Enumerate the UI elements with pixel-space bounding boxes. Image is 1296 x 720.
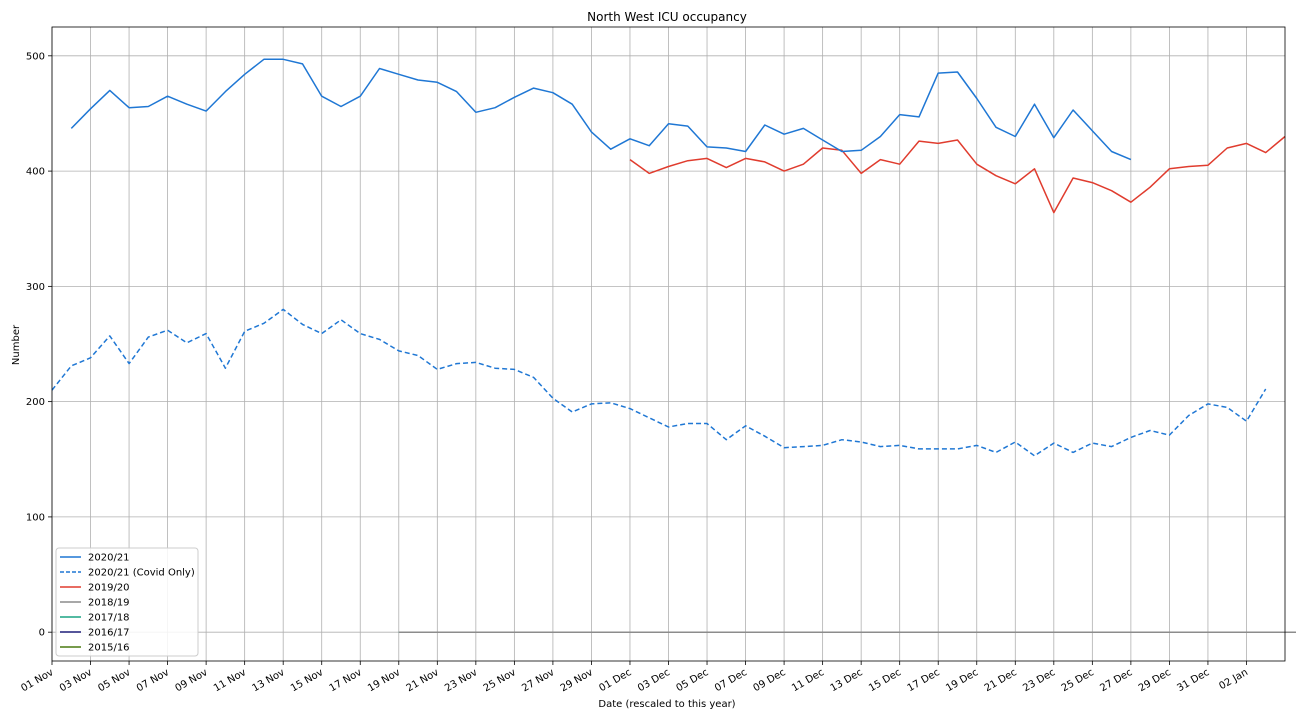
legend-entry: 2015/16 [88,643,130,654]
legend-entry: 2016/17 [88,628,130,639]
legend-entry: 2017/18 [88,613,130,624]
series-line [629,135,1286,214]
series-lines [51,58,1296,633]
y-axis-label: Number [11,324,22,365]
y-axis-ticks: 0 100 200 300 400 500 [26,51,52,639]
y-tick-label: 0 [39,628,45,639]
legend-box [55,547,199,657]
legend-entry: 2020/21 [88,553,130,564]
y-tick-label: 200 [26,397,45,408]
y-tick-label: 500 [26,51,45,62]
legend-entry: 2020/21 (Covid Only) [88,568,195,579]
legend-entry: 2018/19 [88,598,130,609]
y-tick-label: 300 [26,282,45,293]
grid-lines [51,27,1285,661]
series-line [51,308,1267,457]
y-tick-label: 400 [26,167,45,178]
x-axis-label: Date (rescaled to this year) [598,699,735,710]
y-tick-label: 100 [26,512,45,523]
legend: 2020/21 2020/21 (Covid Only) 2019/20 2018/1… [55,547,199,657]
series-line [70,58,1132,161]
chart-title: North West ICU occupancy [587,10,747,24]
legend-entry: 2019/20 [88,583,130,594]
